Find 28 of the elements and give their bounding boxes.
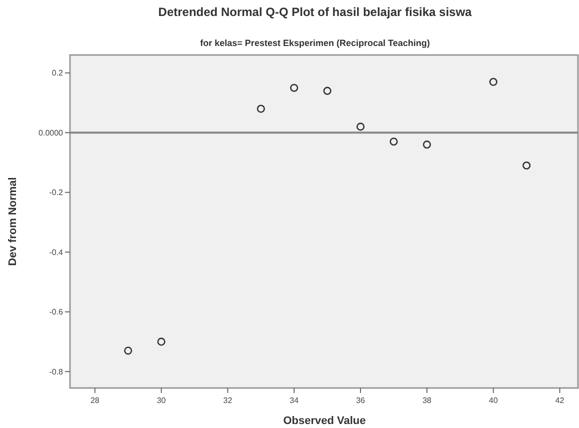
x-tick-label: 38 (422, 396, 432, 405)
point (157, 338, 166, 346)
y-axis-title: Dev from Normal (7, 177, 19, 266)
y-tick-label: -0.2 (49, 188, 64, 198)
point (390, 138, 398, 146)
x-tick-label: 28 (90, 396, 100, 405)
x-tick-label: 32 (223, 396, 233, 405)
point (256, 104, 265, 113)
point (290, 84, 298, 92)
point (422, 140, 431, 149)
x-tick-label: 30 (156, 396, 166, 405)
x-tick-label: 36 (356, 396, 366, 405)
y-tick-label: 0.0000 (38, 128, 64, 138)
x-axis-title: Observed Value (283, 415, 366, 427)
point (356, 122, 365, 131)
point (522, 161, 531, 170)
x-tick-label: 40 (488, 396, 498, 405)
y-tick-label: 0.2 (52, 68, 64, 78)
point (323, 86, 332, 95)
y-tick-label: -0.8 (49, 367, 64, 376)
x-tick-label: 42 (555, 396, 565, 405)
y-tick-label: -0.6 (49, 308, 64, 317)
x-tick-label: 34 (290, 396, 300, 405)
y-tick-label: -0.4 (49, 248, 64, 257)
point (124, 346, 132, 355)
point (489, 78, 498, 86)
chart-title: Detrended Normal Q-Q Plot of hasil belajar fisika siswa (158, 5, 472, 19)
chart-subtitle: for kelas= Prestest Eksperimen (Reciprocal Teaching) (200, 38, 430, 48)
